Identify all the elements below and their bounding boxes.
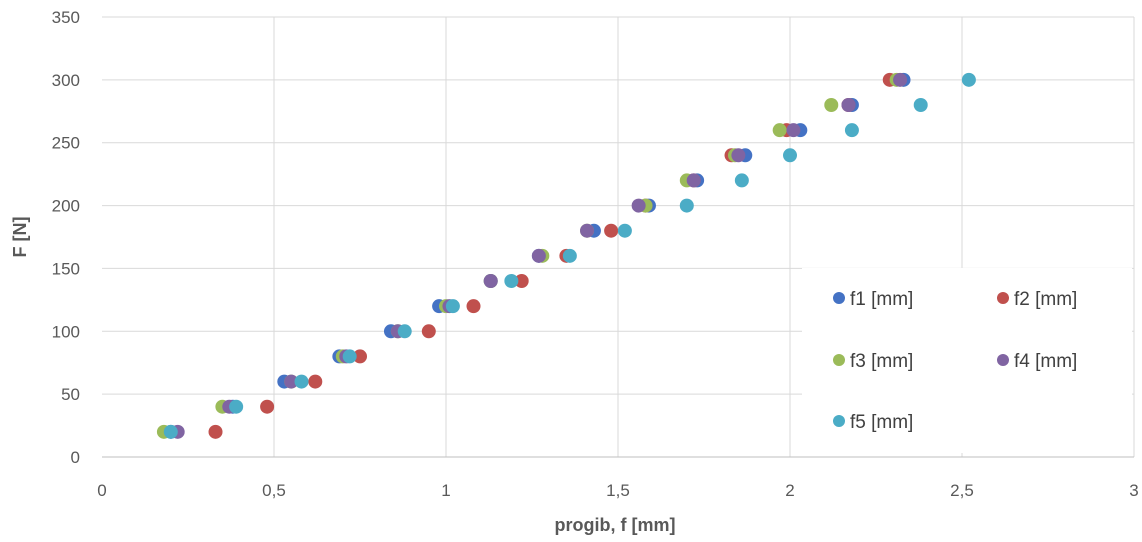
data-point-f4: [483, 274, 498, 288]
y-tick-label: 50: [61, 385, 80, 404]
y-tick-label: 150: [52, 259, 80, 278]
data-point-f5: [163, 424, 178, 439]
legend-marker-f4: [997, 354, 1009, 366]
legend-label-f1: f1 [mm]: [850, 289, 913, 310]
data-point-f4: [631, 198, 646, 213]
x-tick-label: 1,5: [606, 481, 630, 500]
x-tick-label: 2: [785, 481, 794, 500]
x-tick-label: 1: [441, 481, 450, 500]
x-axis-title: progib, f [mm]: [555, 515, 676, 535]
x-tick-labels: 0 0,5 1 1,5 2 2,5 3: [97, 481, 1138, 500]
data-point-f5: [844, 123, 859, 138]
data-point-f5: [617, 223, 632, 238]
data-point-f4: [841, 98, 856, 112]
x-tick-label: 0,5: [262, 481, 286, 500]
data-point-f5: [562, 248, 577, 263]
data-point-f4: [531, 248, 546, 263]
y-tick-label: 250: [52, 134, 80, 153]
data-point-f5: [342, 349, 357, 364]
y-tick-label: 200: [52, 197, 80, 216]
data-point-f4: [686, 173, 701, 188]
legend-label-f5: f5 [mm]: [850, 412, 913, 433]
data-point-f3: [772, 123, 787, 138]
legend-marker-f3: [833, 354, 845, 366]
y-tick-label: 0: [71, 448, 80, 467]
data-point-f5: [679, 198, 694, 213]
data-point-f2: [604, 223, 619, 238]
gridlines: [102, 16, 1135, 457]
data-point-f5: [783, 148, 797, 163]
data-point-f2: [421, 324, 436, 339]
data-point-f4: [284, 374, 299, 389]
legend-label-f4: f4 [mm]: [1014, 351, 1077, 372]
x-tick-label: 0: [97, 481, 106, 500]
legend: f1 [mm] f2 [mm] f3 [mm] f4 [mm] f5 [mm]: [802, 268, 1132, 453]
data-points: [156, 72, 976, 439]
x-tick-label: 2,5: [950, 481, 974, 500]
data-point-f4: [893, 72, 908, 87]
data-point-f5: [445, 299, 460, 314]
data-point-f5: [229, 399, 244, 414]
legend-background: [802, 268, 1132, 453]
y-tick-label: 100: [52, 322, 80, 341]
y-tick-labels: 0 50 100 150 200 250 300 350: [52, 8, 80, 467]
data-point-f5: [504, 274, 519, 288]
data-point-f2: [514, 274, 529, 288]
data-point-f2: [260, 399, 275, 414]
data-point-f5: [294, 374, 309, 389]
legend-marker-f5: [833, 415, 845, 427]
data-point-f2: [308, 374, 323, 389]
data-point-f2: [353, 349, 367, 364]
data-point-f3: [824, 98, 839, 112]
y-tick-label: 300: [52, 71, 80, 90]
y-tick-label: 350: [52, 8, 80, 27]
data-point-f5: [961, 72, 976, 87]
data-point-f4: [731, 148, 746, 163]
data-point-f5: [734, 173, 749, 188]
legend-label-f2: f2 [mm]: [1014, 289, 1077, 310]
legend-marker-f1: [833, 292, 845, 304]
y-axis-title: F [N]: [10, 217, 30, 258]
data-point-f5: [913, 98, 928, 112]
x-tick-label: 3: [1129, 481, 1138, 500]
data-point-f2: [466, 299, 481, 314]
data-point-f4: [786, 123, 801, 138]
data-point-f2: [208, 424, 223, 439]
legend-marker-f2: [997, 292, 1009, 304]
legend-label-f3: f3 [mm]: [850, 351, 913, 372]
data-point-f5: [397, 324, 412, 339]
data-point-f4: [580, 223, 595, 238]
